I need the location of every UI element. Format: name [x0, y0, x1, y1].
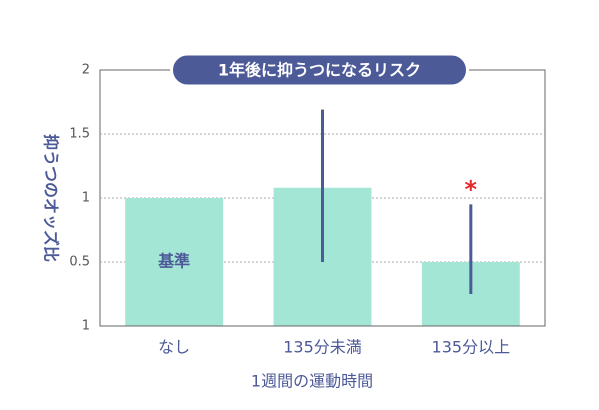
annotation: * — [465, 175, 478, 203]
y-tick-label: 1.5 — [69, 127, 90, 142]
x-tick-label: 135分未満 — [283, 338, 362, 357]
y-tick-label: 1 — [82, 191, 90, 206]
y-tick-label: 1 — [82, 319, 90, 334]
y-axis-label: 抑うつのオッズ比 — [42, 134, 61, 262]
annotation: 基準 — [157, 252, 190, 271]
x-axis-label: 1週間の運動時間 — [251, 372, 373, 391]
chart-title: 1年後に抑うつになるリスク — [218, 61, 421, 80]
title-pill — [170, 52, 469, 88]
bar — [125, 198, 224, 326]
x-tick-label: 135分以上 — [432, 338, 511, 357]
x-tick-label: なし — [158, 338, 190, 357]
y-tick-label: 2 — [82, 63, 90, 78]
y-tick-label: 0.5 — [69, 255, 90, 270]
